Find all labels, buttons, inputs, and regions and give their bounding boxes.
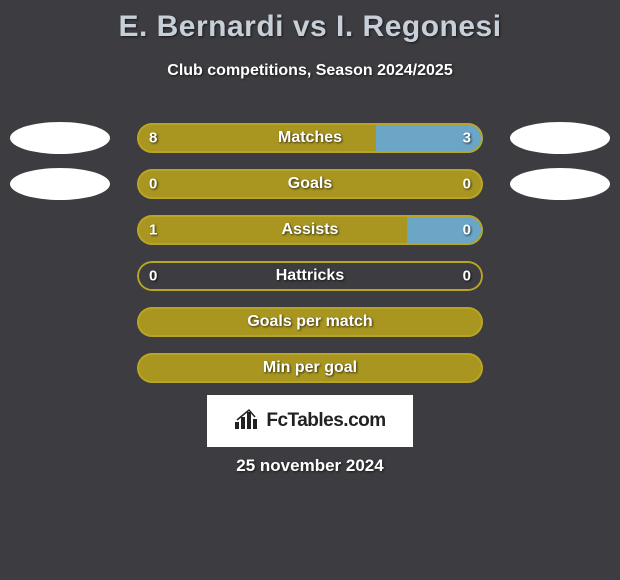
stat-bar: Min per goal — [137, 353, 483, 383]
stat-bar: Goals00 — [137, 169, 483, 199]
bar-border — [137, 261, 483, 291]
page-subtitle: Club competitions, Season 2024/2025 — [0, 62, 620, 80]
stat-value-left: 0 — [149, 268, 157, 285]
stat-value-right: 0 — [463, 268, 471, 285]
stat-row: Goals per match — [0, 304, 620, 350]
bar-left-fill — [137, 307, 483, 337]
stat-row: Hattricks0 0 — [0, 258, 620, 304]
bar-left-fill — [137, 169, 483, 199]
player-avatar-left — [10, 168, 110, 200]
stat-row: Matches83 — [0, 120, 620, 166]
stat-row: Goals00 — [0, 166, 620, 212]
stat-bar: Hattricks0 0 — [137, 261, 483, 291]
stats-container: Matches83 Goals00 Assists10 Hattricks0 0 Goal… — [0, 120, 620, 396]
bars-icon — [234, 408, 262, 435]
player-avatar-right — [510, 122, 610, 154]
stat-row: Min per goal — [0, 350, 620, 396]
logo-box: FcTables.com — [207, 395, 413, 447]
stat-bar: Goals per match — [137, 307, 483, 337]
bar-left-fill — [137, 353, 483, 383]
stat-bar: Assists10 — [137, 215, 483, 245]
logo-text: FcTables.com — [266, 410, 385, 432]
bar-right-fill — [407, 215, 483, 245]
player-avatar-right — [510, 168, 610, 200]
player-avatar-left — [10, 122, 110, 154]
bar-left-fill — [137, 215, 407, 245]
stat-bar: Matches83 — [137, 123, 483, 153]
bar-left-fill — [137, 123, 376, 153]
page-title: E. Bernardi vs I. Regonesi — [0, 0, 620, 44]
stat-label: Hattricks — [137, 267, 483, 285]
stat-row: Assists10 — [0, 212, 620, 258]
footer-date: 25 november 2024 — [0, 456, 620, 476]
bar-right-fill — [376, 123, 483, 153]
